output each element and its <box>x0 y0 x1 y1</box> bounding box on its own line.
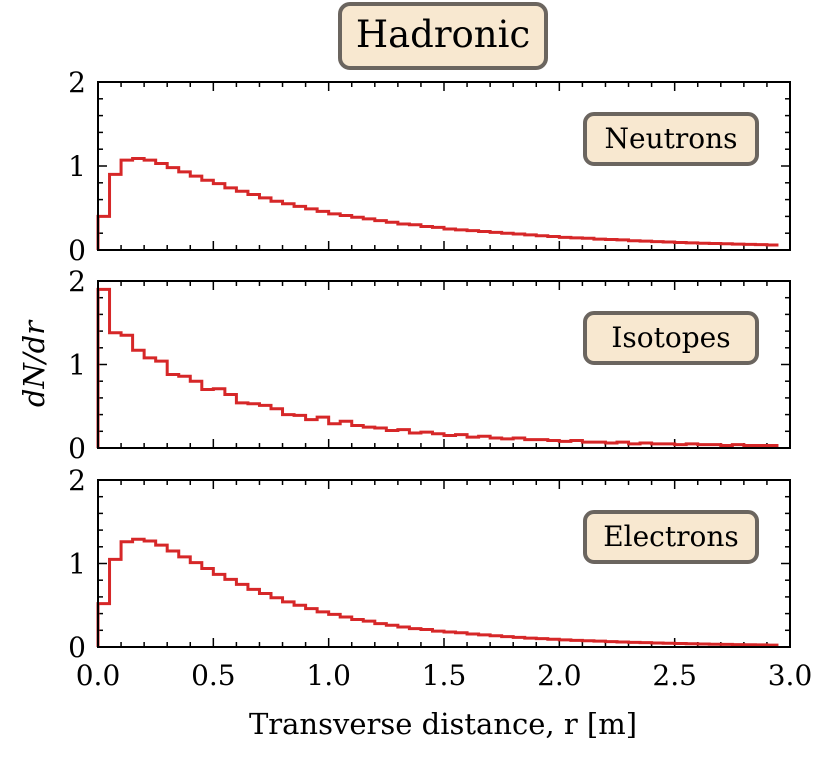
histogram-electrons <box>96 537 779 647</box>
x-tick-label: 2.5 <box>652 659 697 692</box>
panel-label-bg <box>583 112 759 166</box>
x-axis-label: Transverse distance, r [m] <box>249 707 637 741</box>
y-tick-label: 1 <box>68 548 86 581</box>
x-tick-label: 2.0 <box>537 659 582 692</box>
y-tick-label: 0 <box>68 432 86 465</box>
panel-isotopes: 0 1 2 Isotopes <box>68 265 791 465</box>
panel-label-bg <box>583 311 759 365</box>
y-tick-label: 0 <box>68 234 86 267</box>
x-tick-label: 1.0 <box>306 659 351 692</box>
histogram-isotopes <box>96 287 779 448</box>
panel-label: Electrons <box>603 520 739 553</box>
x-tick-label: 0.5 <box>191 659 236 692</box>
panel-frame <box>97 81 791 251</box>
title-box-bg <box>338 2 548 70</box>
histogram-neutrons <box>96 156 779 250</box>
y-tick-label: 2 <box>68 464 86 497</box>
x-tick-label: 3.0 <box>768 659 813 692</box>
panel-frame <box>97 280 791 449</box>
chart-title: Hadronic <box>356 13 530 56</box>
x-tick-label: 1.5 <box>422 659 467 692</box>
panels-group: 0 1 2 Neutrons 0 1 2 Isotopes 0 1 2 Electrons 0.0 0.5… <box>68 66 812 692</box>
y-tick-label: 1 <box>68 349 86 382</box>
panel-neutrons: 0 1 2 Neutrons <box>68 66 791 267</box>
x-tick-labels: 0.0 0.5 1.0 1.5 2.0 2.5 3.0 <box>76 659 813 692</box>
panel-electrons: 0 1 2 Electrons <box>68 464 791 664</box>
panel-frame <box>97 479 791 648</box>
panel-label: Neutrons <box>605 122 738 155</box>
panel-label-box: Electrons <box>583 510 759 564</box>
y-tick-label: 0 <box>68 631 86 664</box>
y-axis-label: dN/dr <box>17 319 51 407</box>
y-tick-label: 2 <box>68 265 86 298</box>
panel-label-box: Neutrons <box>583 112 759 166</box>
y-tick-label: 2 <box>68 66 86 99</box>
panel-label-box: Isotopes <box>583 311 759 365</box>
panel-label: Isotopes <box>611 321 730 354</box>
chart-title-box: Hadronic <box>338 2 548 70</box>
y-tick-label: 1 <box>68 150 86 183</box>
x-tick-label: 0.0 <box>76 659 121 692</box>
panel-label-bg <box>583 510 759 564</box>
